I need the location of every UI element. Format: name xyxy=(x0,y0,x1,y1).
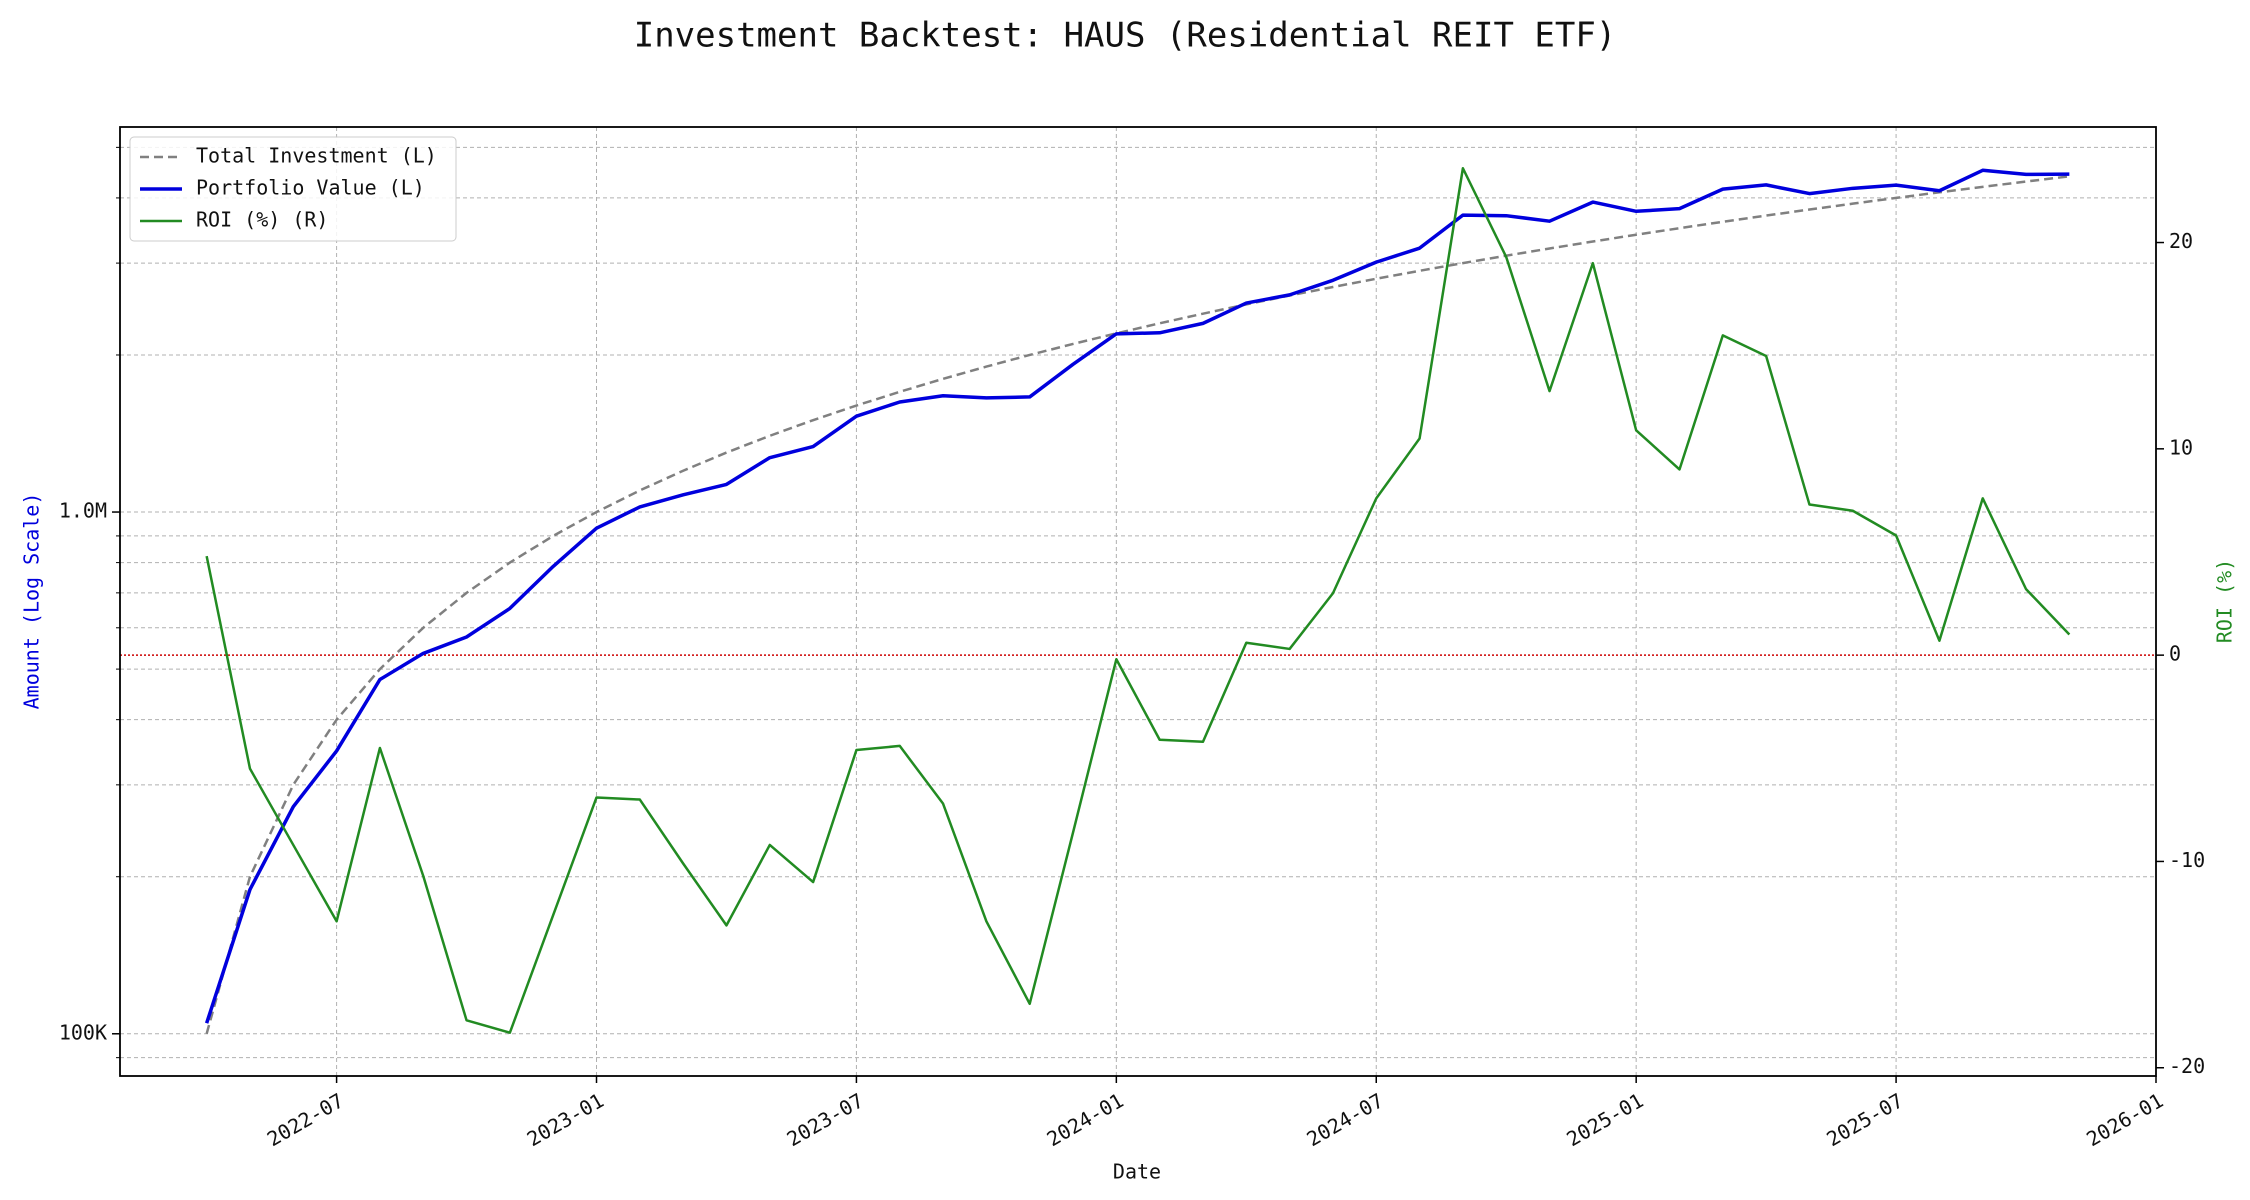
x-tick-label: 2025-07 xyxy=(1822,1088,1907,1151)
legend-label: Total Investment (L) xyxy=(196,144,437,168)
y-axis-label: Amount (Log Scale) xyxy=(20,493,44,710)
legend-label: Portfolio Value (L) xyxy=(196,176,425,200)
y-tick-label: 100K xyxy=(59,1020,107,1044)
y2-tick-label: -10 xyxy=(2169,848,2205,872)
series-line xyxy=(205,167,2071,1034)
y2-tick-label: 10 xyxy=(2169,435,2193,459)
x-tick-label: 2022-07 xyxy=(263,1088,348,1151)
legend-label: ROI (%) (R) xyxy=(196,208,328,232)
y2-tick-label: -20 xyxy=(2169,1054,2205,1078)
x-tick-label: 2025-01 xyxy=(1562,1088,1647,1151)
y2-tick-label: 0 xyxy=(2169,642,2181,666)
x-tick-label: 2023-01 xyxy=(523,1088,608,1151)
chart-title: Investment Backtest: HAUS (Residential R… xyxy=(634,16,1617,56)
y2-tick-label: 20 xyxy=(2169,229,2193,253)
x-tick-label: 2026-01 xyxy=(2082,1088,2167,1151)
series-line xyxy=(204,168,2070,1024)
legend-box xyxy=(129,136,457,242)
plot-frame xyxy=(119,126,2157,1077)
x-tick-label: 2024-01 xyxy=(1043,1088,1128,1151)
y2-axis-label: ROI (%) xyxy=(2213,559,2237,643)
y-tick-label: 1.0M xyxy=(59,499,107,523)
x-axis-label: Date xyxy=(1113,1160,1161,1184)
x-tick-label: 2024-07 xyxy=(1303,1088,1388,1151)
x-tick-label: 2023-07 xyxy=(783,1088,868,1151)
series-line xyxy=(205,175,2070,1035)
